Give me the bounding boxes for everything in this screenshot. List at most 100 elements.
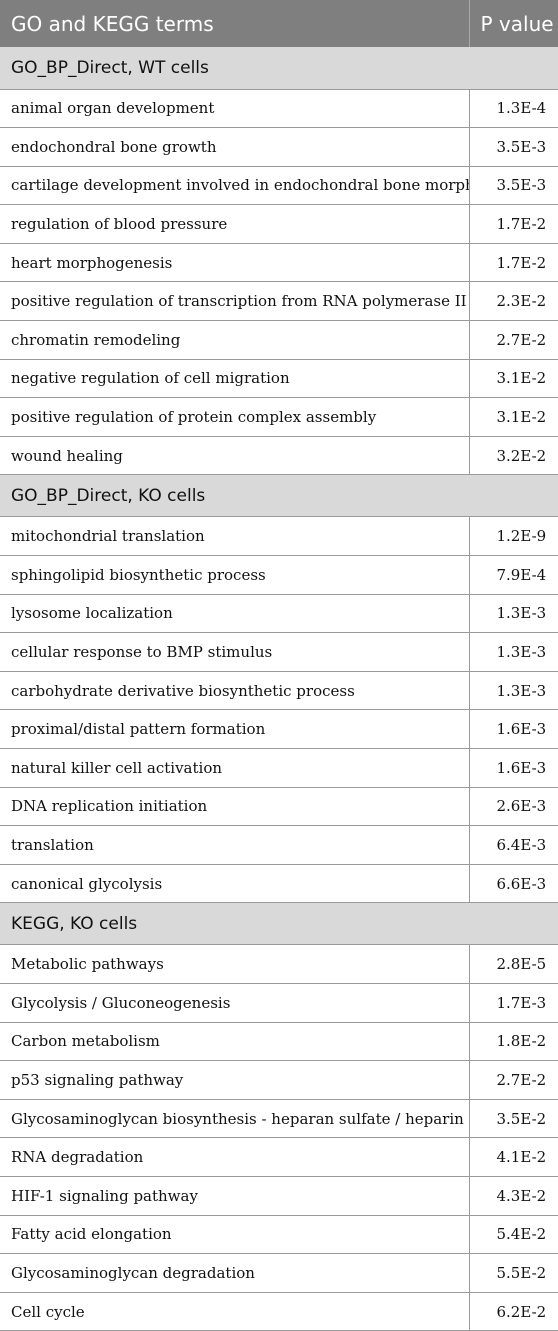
p-value-cell: 1.6E-3 bbox=[468, 748, 558, 788]
table-row: Carbon metabolism 1.8E-2 bbox=[0, 1022, 558, 1062]
table-row: canonical glycolysis 6.6E-3 bbox=[0, 864, 558, 904]
p-value-cell: 1.8E-2 bbox=[468, 1022, 558, 1062]
section-title: KEGG, KO cells bbox=[0, 902, 558, 946]
table-row: Glycosaminoglycan biosynthesis - heparan… bbox=[0, 1099, 558, 1139]
term-cell: animal organ development bbox=[0, 89, 469, 129]
table-row: RNA degradation 4.1E-2 bbox=[0, 1137, 558, 1177]
table-row: carbohydrate derivative biosynthetic pro… bbox=[0, 671, 558, 711]
term-cell: regulation of blood pressure bbox=[0, 204, 469, 244]
p-value-cell: 1.3E-3 bbox=[468, 632, 558, 672]
p-value-cell: 1.2E-9 bbox=[468, 516, 558, 557]
table-row: animal organ development 1.3E-4 bbox=[0, 89, 558, 129]
table-row: endochondral bone growth 3.5E-3 bbox=[0, 127, 558, 167]
term-cell: Glycosaminoglycan biosynthesis - heparan… bbox=[0, 1099, 469, 1139]
table-row: negative regulation of cell migration 3.1… bbox=[0, 359, 558, 399]
term-cell: carbohydrate derivative biosynthetic pro… bbox=[0, 671, 469, 711]
table-row: Glycolysis / Gluconeogenesis 1.7E-3 bbox=[0, 983, 558, 1023]
p-value-cell: 4.3E-2 bbox=[468, 1176, 558, 1216]
term-cell: RNA degradation bbox=[0, 1137, 469, 1177]
term-cell: chromatin remodeling bbox=[0, 320, 469, 360]
p-value-cell: 6.6E-3 bbox=[468, 864, 558, 904]
p-value-cell: 1.3E-3 bbox=[468, 594, 558, 634]
table-row: proximal/distal pattern formation 1.6E-3 bbox=[0, 709, 558, 749]
p-value-cell: 3.1E-2 bbox=[468, 397, 558, 437]
p-value-cell: 4.1E-2 bbox=[468, 1137, 558, 1177]
section-header: KEGG, KO cells bbox=[0, 902, 558, 946]
table-row: mitochondrial translation 1.2E-9 bbox=[0, 516, 558, 557]
term-cell: heart morphogenesis bbox=[0, 243, 469, 283]
p-value-cell: 1.7E-3 bbox=[468, 983, 558, 1023]
p-value-column-header: P value bbox=[468, 0, 558, 47]
table-row: natural killer cell activation 1.6E-3 bbox=[0, 748, 558, 788]
term-cell: Fatty acid elongation bbox=[0, 1215, 469, 1255]
section-header: GO_BP_Direct, WT cells bbox=[0, 47, 558, 90]
table-header: GO and KEGG terms P value bbox=[0, 0, 558, 47]
table-row: chromatin remodeling 2.7E-2 bbox=[0, 320, 558, 360]
term-cell: Carbon metabolism bbox=[0, 1022, 469, 1062]
term-cell: endochondral bone growth bbox=[0, 127, 469, 167]
p-value-cell: 2.7E-2 bbox=[468, 320, 558, 360]
p-value-cell: 5.5E-2 bbox=[468, 1253, 558, 1293]
p-value-cell: 3.5E-3 bbox=[468, 127, 558, 167]
p-value-cell: 2.7E-2 bbox=[468, 1060, 558, 1100]
term-cell: wound healing bbox=[0, 436, 469, 476]
table-row: p53 signaling pathway 2.7E-2 bbox=[0, 1060, 558, 1100]
p-value-cell: 5.4E-2 bbox=[468, 1215, 558, 1255]
term-column-header: GO and KEGG terms bbox=[0, 0, 469, 47]
section-title: GO_BP_Direct, WT cells bbox=[0, 47, 558, 90]
table-row: translation 6.4E-3 bbox=[0, 825, 558, 865]
table-body: GO_BP_Direct, WT cells animal organ deve… bbox=[0, 47, 558, 1331]
table-row: heart morphogenesis 1.7E-2 bbox=[0, 243, 558, 283]
term-cell: negative regulation of cell migration bbox=[0, 359, 469, 399]
term-cell: canonical glycolysis bbox=[0, 864, 469, 904]
table-row: positive regulation of transcription fro… bbox=[0, 281, 558, 322]
term-cell: DNA replication initiation bbox=[0, 787, 469, 827]
p-value-cell: 1.3E-3 bbox=[468, 671, 558, 711]
header-row: GO and KEGG terms P value bbox=[0, 0, 558, 47]
term-cell: Glycolysis / Gluconeogenesis bbox=[0, 983, 469, 1023]
term-cell: lysosome localization bbox=[0, 594, 469, 634]
p-value-cell: 2.6E-3 bbox=[468, 787, 558, 827]
term-cell: Cell cycle bbox=[0, 1292, 469, 1331]
table-row: DNA replication initiation 2.6E-3 bbox=[0, 787, 558, 827]
table-row: regulation of blood pressure 1.7E-2 bbox=[0, 204, 558, 244]
p-value-cell: 1.7E-2 bbox=[468, 204, 558, 244]
table-row: lysosome localization 1.3E-3 bbox=[0, 594, 558, 634]
p-value-cell: 3.5E-3 bbox=[468, 166, 558, 206]
table-row: positive regulation of protein complex a… bbox=[0, 397, 558, 437]
section-title: GO_BP_Direct, KO cells bbox=[0, 474, 558, 518]
p-value-cell: 2.8E-5 bbox=[468, 944, 558, 984]
table-row: Metabolic pathways 2.8E-5 bbox=[0, 944, 558, 984]
p-value-cell: 3.1E-2 bbox=[468, 359, 558, 399]
term-cell: sphingolipid biosynthetic process bbox=[0, 555, 469, 595]
table-row: cartilage development involved in endoch… bbox=[0, 166, 558, 206]
p-value-cell: 1.3E-4 bbox=[468, 89, 558, 129]
table-row: sphingolipid biosynthetic process 7.9E-4 bbox=[0, 555, 558, 595]
p-value-cell: 6.2E-2 bbox=[468, 1292, 558, 1331]
term-cell: p53 signaling pathway bbox=[0, 1060, 469, 1100]
p-value-cell: 1.7E-2 bbox=[468, 243, 558, 283]
section-header: GO_BP_Direct, KO cells bbox=[0, 474, 558, 518]
p-value-cell: 1.6E-3 bbox=[468, 709, 558, 749]
term-cell: positive regulation of protein complex a… bbox=[0, 397, 469, 437]
table-row: HIF-1 signaling pathway 4.3E-2 bbox=[0, 1176, 558, 1216]
term-cell: HIF-1 signaling pathway bbox=[0, 1176, 469, 1216]
table-row: Glycosaminoglycan degradation 5.5E-2 bbox=[0, 1253, 558, 1293]
p-value-cell: 3.5E-2 bbox=[468, 1099, 558, 1139]
p-value-cell: 6.4E-3 bbox=[468, 825, 558, 865]
term-cell: Glycosaminoglycan degradation bbox=[0, 1253, 469, 1293]
term-cell: natural killer cell activation bbox=[0, 748, 469, 788]
table-row: wound healing 3.2E-2 bbox=[0, 436, 558, 476]
term-cell: cellular response to BMP stimulus bbox=[0, 632, 469, 672]
term-cell: cartilage development involved in endoch… bbox=[0, 166, 469, 206]
term-cell: positive regulation of transcription fro… bbox=[0, 281, 469, 322]
p-value-cell: 2.3E-2 bbox=[468, 281, 558, 322]
p-value-cell: 7.9E-4 bbox=[468, 555, 558, 595]
table-row: Cell cycle 6.2E-2 bbox=[0, 1292, 558, 1331]
term-cell: mitochondrial translation bbox=[0, 516, 469, 557]
table-row: cellular response to BMP stimulus 1.3E-3 bbox=[0, 632, 558, 672]
term-cell: translation bbox=[0, 825, 469, 865]
term-cell: proximal/distal pattern formation bbox=[0, 709, 469, 749]
table-row: Fatty acid elongation 5.4E-2 bbox=[0, 1215, 558, 1255]
